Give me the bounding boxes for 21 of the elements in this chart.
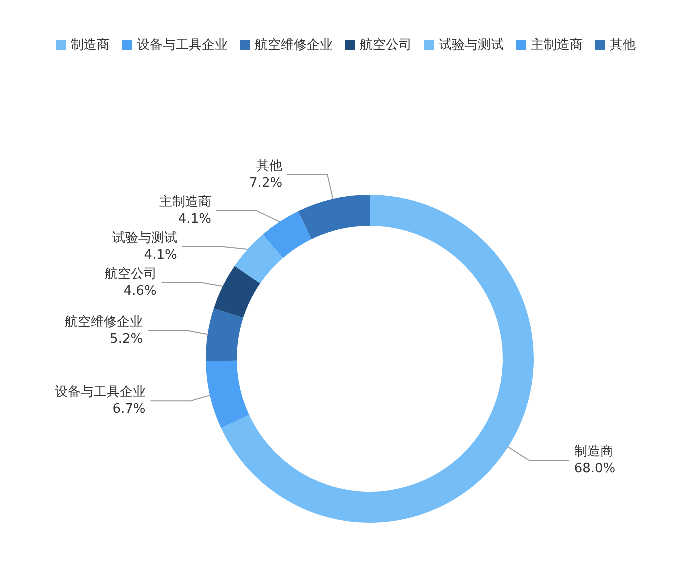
legend-label: 航空公司 [360,38,412,53]
legend-label: 设备与工具企业 [137,38,228,53]
slice-label: 航空公司 [104,266,157,282]
data-label: 7.2% [250,176,283,191]
data-label: 68.0% [574,462,616,477]
legend-label: 其他 [610,38,636,53]
data-label: 4.1% [144,248,178,263]
data-label: 4.1% [178,212,212,227]
legend-label: 航空维修企业 [255,38,333,53]
slice-label: 制造商 [574,444,614,460]
slice-label: 主制造商 [159,194,212,210]
legend-label: 试验与测试 [439,38,504,53]
data-label: 4.6% [124,284,157,299]
slice-label: 试验与测试 [112,230,178,246]
slice-label: 其他 [256,158,283,174]
legend-label: 主制造商 [531,37,583,53]
legend-label: 制造商 [71,38,110,53]
data-label: 5.2% [110,332,144,347]
data-label: 6.7% [112,402,146,418]
slice-label: 航空维修企业 [65,314,144,330]
slice-label: 设备与工具企业 [54,385,146,400]
